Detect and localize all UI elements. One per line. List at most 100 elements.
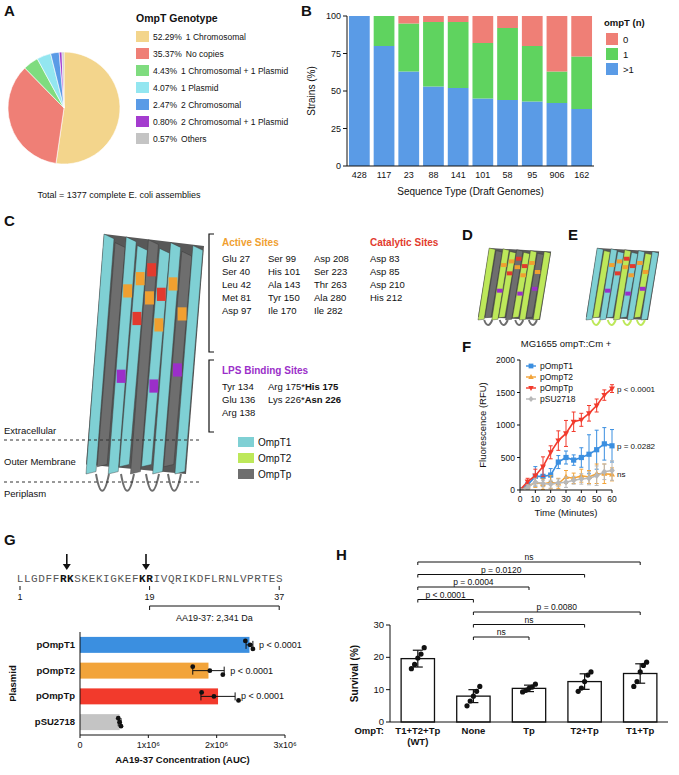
- bar-segment: [448, 16, 469, 22]
- bar-segment: [547, 72, 568, 104]
- site-patch: [178, 307, 187, 320]
- residue: P: [247, 573, 254, 585]
- residue: K: [189, 573, 196, 585]
- site-patch: [609, 263, 615, 267]
- point: [601, 393, 607, 398]
- bar-segment: [423, 16, 444, 22]
- tick-label: 2000: [496, 355, 515, 365]
- legend-entry: 35.37%No copies: [153, 49, 224, 59]
- comparison-bracket: [418, 562, 640, 565]
- tick: [279, 586, 280, 590]
- tick: [612, 490, 613, 493]
- tick-label: 58: [503, 170, 513, 180]
- bar-segment: [472, 43, 493, 99]
- residue: E: [89, 573, 96, 585]
- point: [540, 481, 546, 486]
- bars: [349, 16, 592, 166]
- error-bar-cap: [572, 465, 576, 466]
- legend-value: 4.07%: [153, 83, 178, 93]
- annotation: ns: [525, 552, 534, 562]
- tick-label: 30: [373, 619, 384, 630]
- point: [571, 477, 577, 484]
- point: [548, 481, 554, 488]
- tick-label: 10: [531, 494, 541, 504]
- tick-label: 10: [373, 684, 384, 695]
- point: [199, 690, 204, 695]
- residue: Arg 138: [222, 407, 255, 418]
- residue: G: [31, 573, 38, 585]
- error-bar: [572, 412, 576, 432]
- legend-value: 4.43%: [153, 66, 178, 76]
- section-title: Catalytic Sites: [370, 237, 439, 248]
- residue: Thr 263: [314, 279, 347, 290]
- error-bar-cap: [549, 475, 553, 476]
- error-bar: [579, 469, 583, 482]
- point: [638, 669, 643, 674]
- legend-marker: [528, 374, 534, 379]
- legend-label: pOmpTp: [540, 383, 573, 393]
- error-bar-cap: [549, 445, 553, 446]
- error-bar-cap: [610, 429, 614, 430]
- error-bar-cap: [579, 447, 583, 448]
- error-bar-cap: [595, 464, 599, 465]
- error-bar-cap: [602, 464, 606, 465]
- periplasmic-loop: [484, 320, 537, 325]
- tick-label: 2x10⁶: [205, 740, 229, 750]
- error-bar-cap: [564, 477, 568, 478]
- residue: N: [225, 573, 232, 585]
- error-bar-cap: [564, 470, 568, 471]
- legend-swatch: [136, 48, 149, 59]
- residue: V: [161, 573, 168, 585]
- error-bar-cap: [610, 480, 614, 481]
- point: [477, 684, 482, 689]
- point: [555, 479, 561, 486]
- site-patch: [515, 265, 521, 269]
- point: [563, 431, 569, 436]
- error-bar: [193, 667, 224, 675]
- site-patch: [507, 271, 513, 275]
- tick-label: 1000: [496, 420, 515, 430]
- error-bar-cap: [602, 460, 606, 461]
- legend-value: 0.80%: [153, 117, 178, 127]
- legend-entry: 0.57%Others: [153, 134, 207, 144]
- legend-label: OmpT1: [258, 437, 292, 448]
- site-patch: [535, 270, 541, 274]
- error-bar-cap: [572, 454, 576, 455]
- tick: [149, 586, 150, 590]
- annotation: p = 0.0004: [453, 577, 494, 587]
- point: [586, 475, 592, 482]
- error-bar-cap: [595, 399, 599, 400]
- tick-label: 100: [326, 11, 341, 21]
- axis-title: Sequence Type (Draft Genomes): [397, 186, 544, 197]
- error-bar-cap: [572, 412, 576, 413]
- site-patch: [117, 370, 126, 383]
- panel-letter: E: [568, 226, 578, 243]
- point: [119, 724, 124, 729]
- tick-label: 117: [377, 170, 391, 180]
- tick: [517, 392, 520, 393]
- legend-label: 2 Chromosomal + 1 Plasmid: [181, 117, 288, 127]
- site-patch: [628, 273, 634, 277]
- point: [250, 646, 255, 651]
- residue: T: [261, 573, 268, 585]
- error-bar: [201, 692, 235, 700]
- tick-label: 906: [549, 170, 564, 180]
- tick: [566, 490, 567, 493]
- error-bar: [602, 464, 606, 480]
- error-bar-cap: [556, 450, 560, 451]
- point: [548, 450, 554, 455]
- residue: D: [38, 573, 45, 585]
- periplasmic-loop: [592, 320, 645, 325]
- beta-strand: [641, 251, 658, 320]
- error-bar-cap: [556, 478, 560, 479]
- bar: [80, 688, 218, 704]
- error-bar-cap: [549, 488, 553, 489]
- bar-segment: [423, 87, 444, 167]
- annotation: p = 0.0282: [617, 442, 656, 451]
- site-patch: [509, 259, 515, 263]
- bar-segment: [472, 16, 493, 43]
- title: MG1655 ompT::Cm +: [521, 338, 612, 349]
- error-bar: [468, 690, 478, 703]
- axis: [390, 722, 668, 723]
- error-bar-cap: [526, 478, 530, 479]
